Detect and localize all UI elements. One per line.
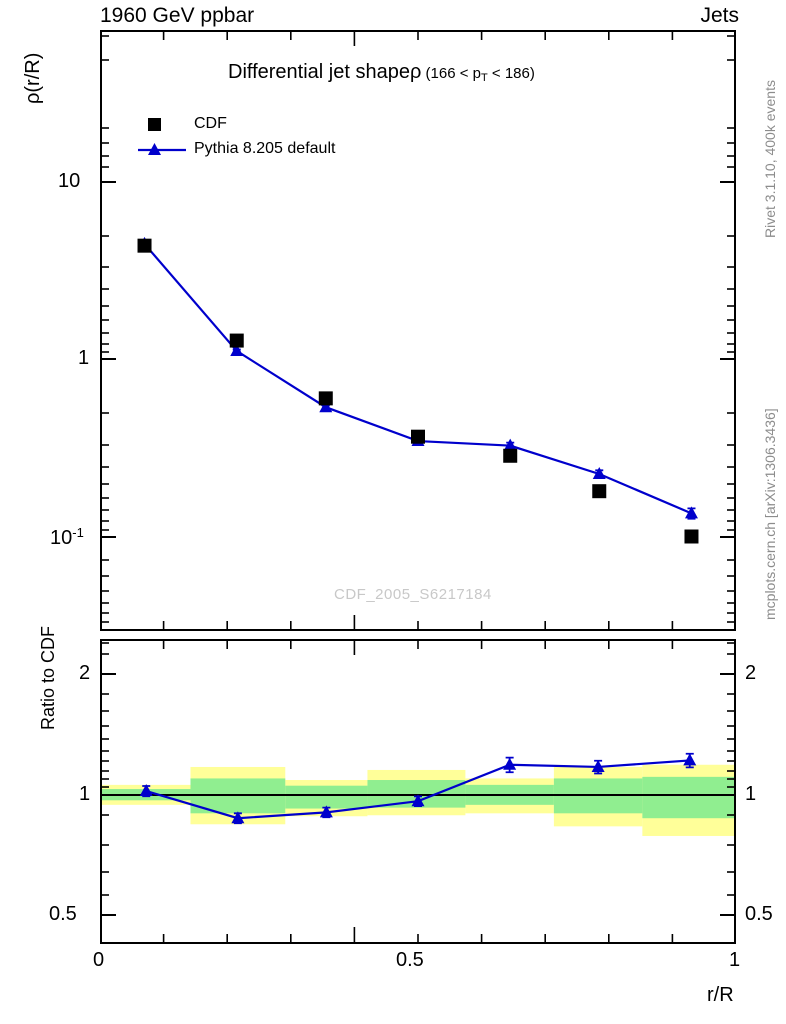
main-ylabel: ρ(r/R) [22, 52, 44, 104]
legend-label-pythia: Pythia 8.205 default [194, 140, 336, 157]
ratio-marker-triangle [411, 794, 425, 807]
main-title-range-pre: (166 < p [421, 65, 481, 82]
main-title-range-post: < 186) [487, 65, 535, 82]
main-title-range-sub: T [481, 72, 488, 84]
ratio-marker-triangle [139, 784, 153, 797]
xtick-0: 0 [93, 949, 105, 971]
cdf-marker-square [318, 391, 333, 406]
legend-entry-cdf[interactable]: CDF [138, 112, 335, 136]
legend-marker-square-icon [148, 118, 161, 131]
side-annotation-top: Rivet 3.1.10, 400k events [762, 80, 778, 238]
ratio-ytick-05-right: 0.5 [745, 903, 773, 925]
main-title-rho: ρ [409, 61, 422, 83]
main-title-text: Differential jet shape [228, 61, 410, 83]
ratio-marker-triangle [683, 753, 697, 766]
legend-marker-triangle-icon [138, 143, 186, 155]
ratio-ytick-1-left: 1 [79, 783, 91, 805]
pythia-marker-triangle [592, 466, 606, 479]
legend-entry-pythia[interactable]: Pythia 8.205 default [138, 136, 335, 162]
header-right-label: Jets [700, 4, 739, 27]
main-axis-ticks [100, 30, 736, 631]
pythia-marker-triangle [319, 400, 333, 413]
side-annotation-bottom: mcplots.cern.ch [arXiv:1306.3436] [762, 408, 778, 620]
legend-label-cdf: CDF [194, 115, 227, 132]
ratio-axis-ticks [100, 639, 736, 944]
cdf-marker-square [684, 529, 699, 544]
pythia-marker-triangle [503, 438, 517, 451]
legend: CDF Pythia 8.205 default [138, 112, 335, 162]
ratio-band-green [285, 785, 368, 809]
ratio-marker-triangle [231, 811, 245, 824]
main-plot-frame [100, 30, 736, 631]
watermark-label: CDF_2005_S6217184 [334, 586, 492, 603]
ratio-data-layer [102, 752, 734, 836]
pythia-marker-triangle [230, 343, 244, 356]
xaxis-label: r/R [707, 984, 734, 1006]
ratio-ytick-2-right: 2 [745, 662, 757, 684]
cdf-marker-square [411, 429, 425, 444]
xtick-05: 0.5 [396, 949, 424, 971]
main-data-layer [137, 236, 699, 544]
pythia-marker-triangle [684, 506, 698, 519]
main-ytick-10: 10 [58, 170, 81, 192]
ratio-marker-triangle [591, 759, 605, 772]
main-ytick-mantissa: 10 [50, 527, 73, 549]
pythia-line [143, 243, 692, 515]
ratio-band-green [642, 776, 734, 819]
ratio-marker-triangle [503, 757, 517, 770]
header-left-label: 1960 GeV ppbar [100, 4, 255, 27]
ratio-ytick-05-left: 0.5 [49, 903, 77, 925]
main-ytick-10-1: 10-1 [50, 525, 84, 550]
ratio-ytick-2-left: 2 [79, 662, 91, 684]
ratio-marker-triangle [319, 805, 333, 818]
ratio-ytick-1-right: 1 [745, 783, 757, 805]
cdf-marker-square [592, 484, 607, 499]
main-ytick-1: 1 [78, 347, 90, 369]
cdf-marker-square [503, 448, 518, 463]
main-title: Differential jet shapeρ (166 < pT < 186) [228, 61, 535, 84]
ratio-ylabel: Ratio to CDF [38, 625, 58, 730]
xtick-1: 1 [729, 949, 741, 971]
cdf-marker-square [229, 333, 244, 348]
main-ytick-exponent: -1 [72, 525, 84, 540]
cdf-marker-square [137, 238, 152, 253]
